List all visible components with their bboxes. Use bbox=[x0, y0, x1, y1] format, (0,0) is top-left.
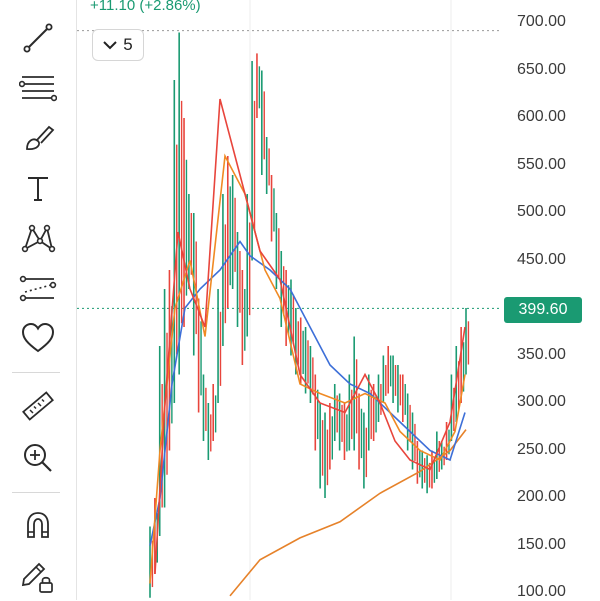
brush-tool[interactable] bbox=[16, 118, 60, 158]
horizontal-lines-icon bbox=[19, 76, 57, 102]
price-tick-label: 600.00 bbox=[517, 108, 566, 125]
magnet-icon bbox=[27, 512, 49, 538]
indicator-count: 5 bbox=[123, 35, 133, 54]
chart-area[interactable] bbox=[77, 0, 500, 600]
price-tick-label: 300.00 bbox=[517, 393, 566, 410]
text-icon bbox=[28, 177, 48, 201]
price-tick-label: 550.00 bbox=[517, 155, 566, 173]
pattern-icon bbox=[21, 224, 56, 253]
brush-icon bbox=[26, 125, 55, 150]
last-price-label: 399.60 bbox=[504, 297, 582, 323]
favorites-tool[interactable] bbox=[16, 318, 60, 358]
lock-pencil-icon bbox=[21, 562, 53, 593]
price-tick-label: 500.00 bbox=[517, 203, 566, 220]
zoom-in-icon bbox=[24, 444, 52, 472]
heart-icon bbox=[21, 322, 55, 353]
price-chart[interactable] bbox=[77, 0, 500, 600]
forecast-icon bbox=[19, 275, 57, 302]
trend-line-icon bbox=[23, 23, 53, 53]
zoom-in-tool[interactable] bbox=[16, 438, 60, 478]
toolbar-border bbox=[76, 0, 77, 600]
moving-average-long bbox=[229, 429, 467, 597]
moving-average-orange bbox=[149, 153, 466, 584]
price-tick-label: 650.00 bbox=[517, 60, 566, 78]
moving-average-blue bbox=[149, 240, 466, 546]
text-tool[interactable] bbox=[16, 168, 60, 208]
forecast-tool[interactable] bbox=[16, 268, 60, 308]
drawing-toolbar bbox=[0, 0, 76, 600]
toolbar-divider bbox=[12, 492, 60, 493]
price-tick-label: 150.00 bbox=[517, 535, 566, 553]
toolbar-divider bbox=[12, 372, 60, 373]
horizontal-lines-tool[interactable] bbox=[16, 68, 60, 108]
trend-line-tool[interactable] bbox=[16, 18, 60, 58]
price-change: +11.10 (+2.86%) bbox=[90, 0, 201, 14]
pattern-tool[interactable] bbox=[16, 218, 60, 258]
magnet-tool[interactable] bbox=[16, 506, 60, 546]
price-tick-label: 200.00 bbox=[517, 488, 566, 505]
price-tick-label: 250.00 bbox=[517, 440, 566, 458]
lock-drawings-tool[interactable] bbox=[16, 556, 60, 596]
price-tick-label: 100.00 bbox=[517, 583, 566, 600]
price-tick-label: 450.00 bbox=[517, 250, 566, 268]
price-tick-label: 700.00 bbox=[517, 13, 566, 30]
chevron-down-icon bbox=[103, 41, 117, 50]
price-tick-label: 350.00 bbox=[517, 345, 566, 363]
indicators-toggle-button[interactable]: 5 bbox=[92, 29, 144, 61]
moving-average-red bbox=[154, 98, 466, 575]
ruler-tool[interactable] bbox=[16, 386, 60, 426]
ruler-icon bbox=[22, 391, 54, 421]
